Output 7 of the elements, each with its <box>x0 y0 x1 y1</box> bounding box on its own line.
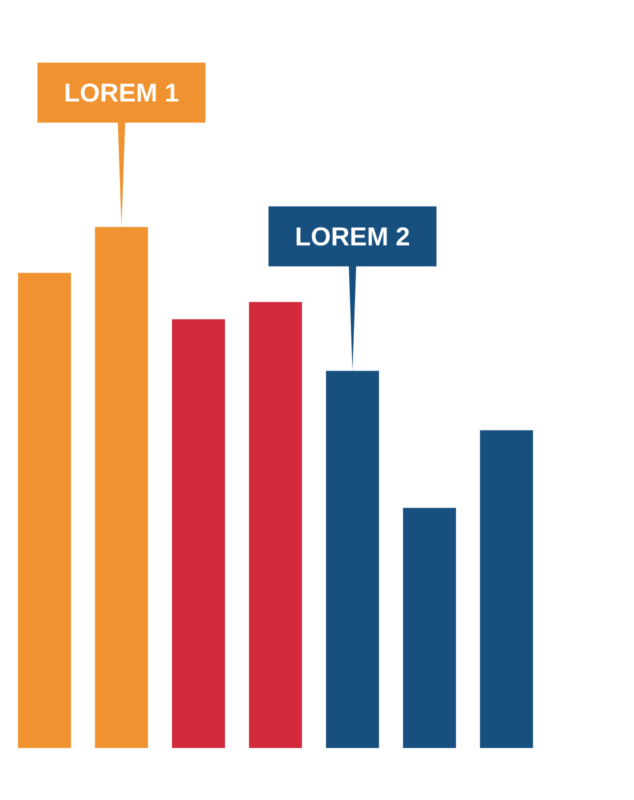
bar <box>480 430 533 748</box>
annotation: LOREM 1 <box>66 83 178 102</box>
annotation: LOREM 2 <box>296 227 410 246</box>
bar <box>402 508 456 748</box>
bar <box>172 319 225 748</box>
bar <box>249 302 302 748</box>
bar <box>18 272 71 748</box>
